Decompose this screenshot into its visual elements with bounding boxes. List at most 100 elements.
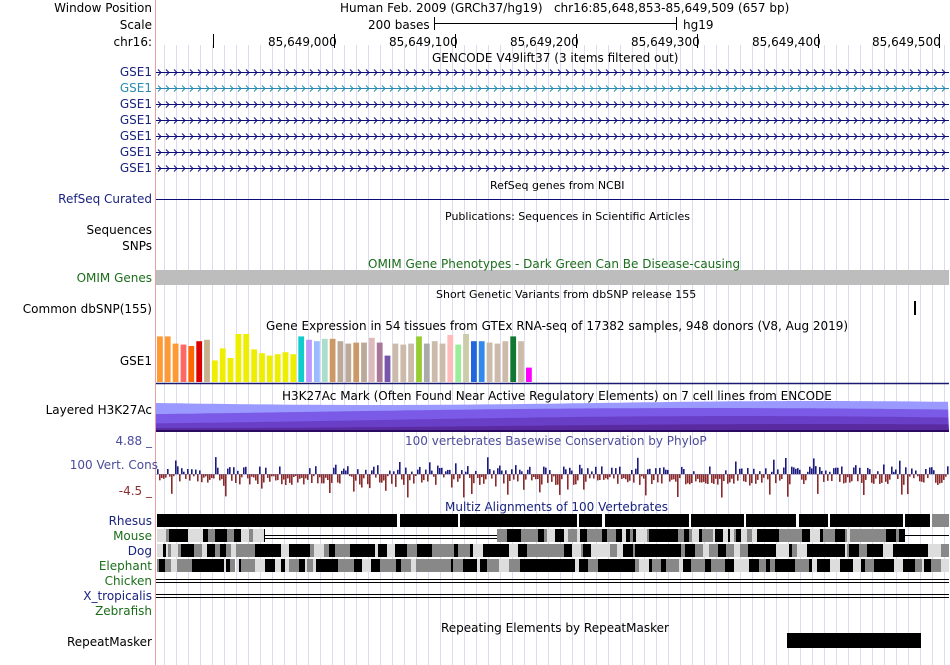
- gencode-strand-arrows: [157, 165, 946, 172]
- multiz-alignment-block: [393, 559, 396, 572]
- phylop-negative-bar: [803, 474, 805, 484]
- multiz-species-label[interactable]: X_tropicalis: [83, 589, 152, 603]
- gtex-track-label[interactable]: GSE1: [119, 354, 152, 368]
- multiz-alignment-block: [916, 544, 925, 557]
- multiz-alignment-block: [555, 529, 564, 542]
- gencode-item-label[interactable]: GSE1: [119, 145, 152, 159]
- multiz-species-label[interactable]: Chicken: [104, 574, 152, 588]
- phylop-negative-bar: [513, 474, 515, 480]
- multiz-alignment-block: [396, 559, 401, 572]
- phylop-negative-bar: [917, 474, 919, 477]
- multiz-alignment-block: [310, 544, 314, 557]
- phylop-negative-bar: [289, 474, 291, 483]
- multiz-species-label[interactable]: Rhesus: [108, 514, 152, 528]
- phylop-positive-bar: [631, 470, 633, 474]
- phylop-positive-bar: [725, 470, 727, 474]
- gtex-tissue-bar: [400, 344, 407, 382]
- multiz-species-label[interactable]: Zebrafish: [95, 604, 152, 618]
- multiz-alignment-block: [416, 559, 426, 572]
- gencode-item-label[interactable]: GSE1: [119, 161, 152, 175]
- multiz-alignment-block: [866, 529, 871, 542]
- omim-track-label[interactable]: OMIM Genes: [76, 271, 152, 285]
- phylop-negative-bar: [687, 474, 689, 484]
- phylop-negative-bar: [557, 474, 559, 485]
- multiz-alignment-block: [236, 544, 246, 557]
- phylop-negative-bar: [317, 474, 319, 484]
- multiz-alignment-block: [548, 544, 551, 557]
- publications-snps-label[interactable]: SNPs: [122, 239, 152, 253]
- phylop-negative-bar: [383, 474, 385, 481]
- publications-sequences-label[interactable]: Sequences: [86, 223, 152, 237]
- multiz-alignment-block: [896, 529, 899, 542]
- multiz-alignment-block: [874, 559, 884, 572]
- gtex-tissue-bar: [290, 354, 297, 382]
- multiz-species-label[interactable]: Elephant: [98, 559, 152, 573]
- gencode-item-label[interactable]: GSE1: [119, 97, 152, 111]
- scale-label: Scale: [119, 18, 152, 32]
- ruler-tick-label: 85,649,500: [872, 35, 941, 49]
- repeatmasker-track-label[interactable]: RepeatMasker: [66, 635, 152, 649]
- multiz-alignment-block: [931, 559, 941, 572]
- phylop-negative-bar: [523, 474, 525, 490]
- multiz-species-label[interactable]: Dog: [127, 544, 152, 558]
- multiz-alignment-block: [281, 544, 289, 557]
- phylop-positive-bar: [345, 470, 347, 474]
- gtex-track-title: Gene Expression in 54 tissues from GTEx …: [266, 319, 849, 333]
- phylop-positive-bar: [245, 466, 247, 474]
- phylop-negative-bar: [755, 474, 757, 484]
- ruler-tick-label: 85,649,200: [510, 35, 579, 49]
- phylop-negative-bar: [169, 474, 171, 477]
- phylop-positive-bar: [431, 470, 433, 474]
- gencode-item-label[interactable]: GSE1: [119, 113, 152, 127]
- multiz-alignment-block: [487, 544, 492, 557]
- multiz-alignment-block: [802, 529, 810, 542]
- multiz-alignment-block: [538, 559, 545, 572]
- multiz-alignment-block: [554, 559, 559, 572]
- multiz-alignment-block: [766, 559, 770, 572]
- multiz-alignment-block: [492, 544, 501, 557]
- gtex-tissue-bar: [211, 360, 218, 382]
- phylop-negative-bar: [919, 474, 921, 482]
- multiz-alignment-block: [752, 529, 757, 542]
- phylop-negative-bar: [723, 474, 725, 481]
- phylop-negative-bar: [361, 474, 363, 488]
- phylop-negative-bar: [787, 474, 789, 497]
- phylop-negative-bar: [573, 474, 575, 485]
- multiz-alignment-block: [444, 544, 454, 557]
- multiz-alignment-block: [483, 544, 487, 557]
- gtex-tissue-bar: [282, 352, 289, 382]
- phylop-positive-bar: [571, 470, 573, 474]
- phylop-positive-bar: [933, 470, 935, 474]
- multiz-alignment-block: [840, 559, 846, 572]
- multiz-alignment-block: [782, 544, 789, 557]
- gencode-item-label[interactable]: GSE1: [119, 65, 152, 79]
- conservation-track-label[interactable]: 100 Vert. Cons: [69, 458, 158, 472]
- refseq-track-label[interactable]: RefSeq Curated: [58, 192, 152, 206]
- multiz-alignment-block: [859, 544, 867, 557]
- phylop-negative-bar: [275, 474, 277, 481]
- phylop-positive-bar: [649, 468, 651, 474]
- phylop-negative-bar: [367, 474, 369, 485]
- phylop-negative-bar: [179, 474, 181, 482]
- phylop-negative-bar: [451, 474, 453, 488]
- multiz-species-label[interactable]: Mouse: [113, 529, 152, 543]
- phylop-negative-bar: [299, 474, 301, 479]
- gencode-item-label[interactable]: GSE1: [119, 81, 152, 95]
- multiz-alignment-block: [915, 559, 922, 572]
- multiz-alignment-block: [305, 559, 307, 572]
- gencode-item-label[interactable]: GSE1: [119, 129, 152, 143]
- gencode-strand-arrows: [157, 101, 946, 108]
- multiz-alignment-block: [516, 559, 520, 572]
- h3k27ac-track-label[interactable]: Layered H3K27Ac: [45, 403, 152, 417]
- dbsnp-track-label[interactable]: Common dbSNP(155): [22, 302, 152, 316]
- gtex-tissue-bar: [180, 344, 187, 382]
- phylop-negative-bar: [845, 474, 847, 483]
- phylop-positive-bar: [341, 470, 343, 474]
- multiz-alignment-block: [187, 559, 192, 572]
- phylop-negative-bar: [161, 474, 163, 478]
- phylop-negative-bar: [743, 474, 745, 482]
- phylop-negative-bar: [517, 474, 519, 482]
- phylop-negative-bar: [319, 474, 321, 478]
- multiz-alignment-block: [208, 529, 215, 542]
